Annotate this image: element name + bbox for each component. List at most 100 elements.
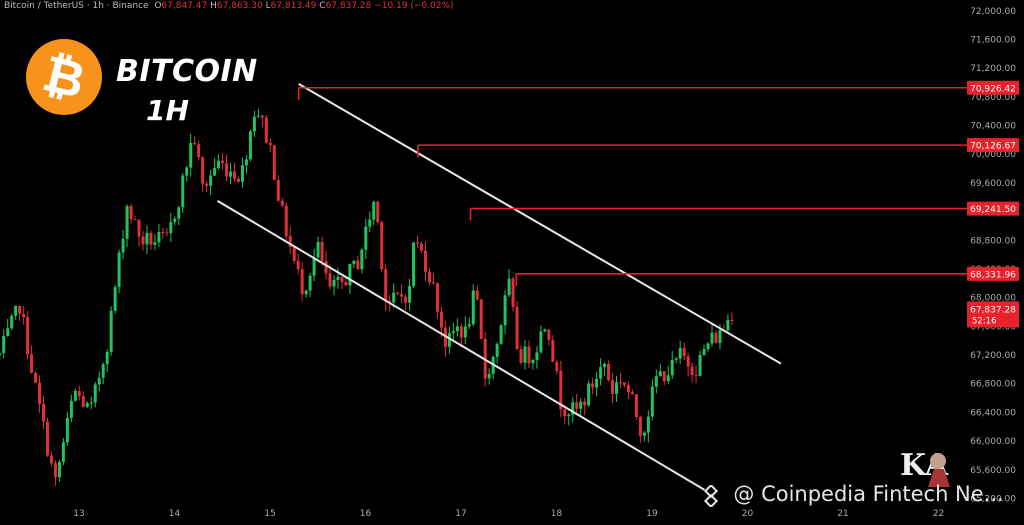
candle-body xyxy=(300,269,304,295)
candle-body xyxy=(165,232,169,234)
candle-body xyxy=(658,371,662,377)
candle-body xyxy=(89,402,93,404)
x-tick-label: 19 xyxy=(646,509,658,519)
candle-body xyxy=(626,385,630,393)
candle-body xyxy=(404,296,408,303)
candle-body xyxy=(240,165,244,182)
candle-body xyxy=(559,370,563,410)
candle-body xyxy=(539,331,543,353)
candle-body xyxy=(260,115,264,118)
candle-body xyxy=(221,160,225,164)
candle-body xyxy=(181,175,185,208)
x-tick-label: 18 xyxy=(551,509,563,519)
candle-body xyxy=(475,290,479,300)
candle-body xyxy=(18,305,22,314)
candle-body xyxy=(26,317,30,355)
candle-body xyxy=(459,326,463,338)
y-tick-label: 72,000.00 xyxy=(970,7,1016,17)
candle-body xyxy=(611,380,615,395)
candle-body xyxy=(137,220,141,237)
candle-body xyxy=(599,367,603,379)
candle-body xyxy=(225,163,229,177)
candle-body xyxy=(427,271,431,283)
candle-body xyxy=(233,171,237,179)
candle-body xyxy=(348,263,352,286)
close-label: C xyxy=(319,1,326,11)
candle-body xyxy=(447,333,451,347)
candle-body xyxy=(503,295,507,326)
candle-body xyxy=(201,157,205,184)
candle-body xyxy=(730,319,734,322)
candle-body xyxy=(499,325,503,344)
candle-body xyxy=(85,403,89,407)
candle-body xyxy=(511,278,515,308)
candle-body xyxy=(678,348,682,359)
channel-trendline xyxy=(298,83,782,365)
candle-body xyxy=(591,383,595,388)
candle-body xyxy=(380,222,384,270)
bitcoin-logo-icon: ₿ xyxy=(26,39,102,115)
y-tick-label: 71,200.00 xyxy=(970,64,1016,74)
candle-body xyxy=(607,363,611,381)
candle-body xyxy=(662,371,666,382)
candle-body xyxy=(674,358,678,360)
candle-body xyxy=(105,351,109,365)
candle-body xyxy=(463,326,467,338)
candle-body xyxy=(173,218,177,222)
candle-body xyxy=(177,207,181,219)
candle-body xyxy=(217,160,221,169)
candle-body xyxy=(284,205,288,237)
candle-body xyxy=(579,401,583,409)
candle-body xyxy=(316,241,320,258)
candle-body xyxy=(161,231,165,233)
candle-body xyxy=(169,221,173,234)
watermark-text: @ Coinpedia Fintech Ne... xyxy=(700,482,1003,506)
y-tick-label: 67,200.00 xyxy=(970,351,1016,361)
x-tick-label: 15 xyxy=(264,509,275,519)
candle-body xyxy=(280,200,284,206)
candle-body xyxy=(400,293,404,297)
candle-body xyxy=(416,242,420,244)
candle-body xyxy=(376,201,380,223)
y-tick-label: 65,200.00 xyxy=(970,494,1016,504)
candle-body xyxy=(587,383,591,406)
candle-body xyxy=(125,206,129,239)
candle-body xyxy=(451,331,455,334)
channel-trendline xyxy=(216,199,706,491)
y-tick-label: 69,600.00 xyxy=(970,179,1016,189)
candle-body xyxy=(420,243,424,251)
candle-body xyxy=(435,283,439,312)
candle-body xyxy=(392,292,396,303)
x-tick-label: 17 xyxy=(455,509,466,519)
candle-body xyxy=(30,354,34,373)
low-label: L xyxy=(265,1,271,11)
candle-body xyxy=(360,249,364,270)
candle-body xyxy=(256,115,260,117)
high-label: H xyxy=(210,1,217,11)
candle-body xyxy=(77,390,81,396)
candle-body xyxy=(630,392,634,395)
candle-body xyxy=(694,375,698,377)
candle-body xyxy=(97,377,101,385)
candle-body xyxy=(129,206,133,220)
y-tick-label: 67,600.00 xyxy=(970,322,1016,332)
candle-body xyxy=(543,329,547,332)
candle-body xyxy=(197,144,201,158)
candle-body xyxy=(157,231,161,243)
candle-body xyxy=(336,276,340,280)
candle-body xyxy=(149,232,153,245)
candle-body xyxy=(408,286,412,303)
candle-body xyxy=(69,400,73,418)
candle-body xyxy=(471,290,475,325)
x-tick-label: 13 xyxy=(73,509,84,519)
candle-body xyxy=(296,260,300,270)
candle-body xyxy=(412,242,416,287)
candle-body xyxy=(487,373,491,379)
x-tick-label: 21 xyxy=(837,509,848,519)
candle-body xyxy=(650,386,654,417)
price-level-badge xyxy=(967,138,1019,153)
open-label: O xyxy=(154,1,162,11)
candle-body xyxy=(14,305,18,316)
